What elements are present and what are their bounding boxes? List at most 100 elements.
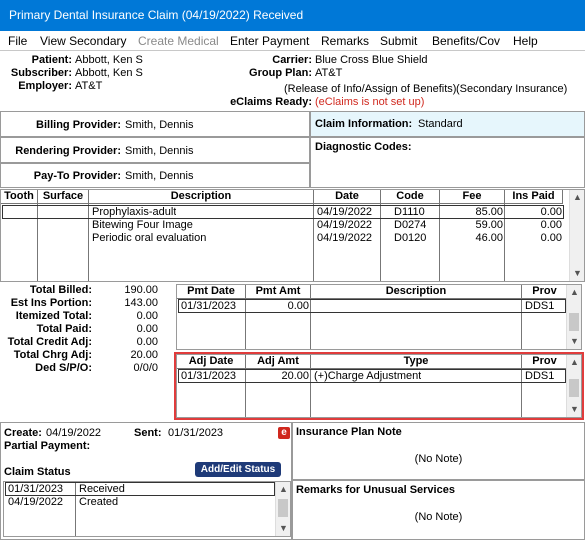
table-row[interactable] bbox=[2, 205, 564, 219]
eclaims-ready-label: eClaims Ready: bbox=[230, 96, 312, 108]
carrier-value: Blue Cross Blue Shield bbox=[315, 54, 428, 66]
insurance-plan-note-box: Insurance Plan Note (No Note) bbox=[292, 422, 585, 480]
menu-enter-payment[interactable]: Enter Payment bbox=[230, 34, 310, 48]
col-header-adj-date[interactable]: Adj Date bbox=[177, 355, 246, 369]
col-header-date[interactable]: Date bbox=[314, 190, 381, 204]
menu-submit[interactable]: Submit bbox=[380, 34, 418, 48]
itemized-total-label: Itemized Total: bbox=[15, 310, 92, 322]
scroll-thumb[interactable] bbox=[569, 379, 579, 397]
scroll-thumb[interactable] bbox=[278, 499, 288, 517]
billing-provider-value: Smith, Dennis bbox=[125, 119, 194, 131]
col-header-code[interactable]: Code bbox=[381, 190, 440, 204]
procedure-code: D0274 bbox=[394, 219, 427, 231]
procedure-ins-paid: 0.00 bbox=[540, 206, 562, 218]
col-header-pmt-amt[interactable]: Pmt Amt bbox=[246, 285, 311, 299]
procedure-date: 04/19/2022 bbox=[317, 206, 373, 218]
menu-benefits-cov[interactable]: Benefits/Cov bbox=[432, 34, 501, 48]
adjustment-prov: DDS1 bbox=[525, 370, 555, 382]
col-header-fee[interactable]: Fee bbox=[440, 190, 505, 204]
status-scrollbar[interactable]: ▲ ▼ bbox=[275, 482, 290, 536]
total-chrg-adj-label: Total Chrg Adj: bbox=[13, 349, 92, 361]
table-row[interactable] bbox=[178, 299, 566, 313]
col-header-pmt-description[interactable]: Description bbox=[311, 285, 522, 299]
remarks-unusual-services-label: Remarks for Unusual Services bbox=[296, 484, 455, 496]
col-header-pmt-date[interactable]: Pmt Date bbox=[177, 285, 246, 299]
scroll-up-icon[interactable]: ▲ bbox=[279, 484, 288, 494]
window-title: Primary Dental Insurance Claim (04/19/20… bbox=[0, 0, 585, 31]
total-chrg-adj-value: 20.00 bbox=[130, 349, 158, 361]
diagnostic-codes-label: Diagnostic Codes: bbox=[315, 141, 412, 153]
scroll-down-icon[interactable]: ▼ bbox=[570, 404, 579, 414]
claim-status-label: Claim Status bbox=[4, 466, 71, 478]
insurance-plan-note-value: (No Note) bbox=[414, 453, 463, 465]
adjustments-grid[interactable]: Adj Date Adj Amt Type Prov 01/31/2023 20… bbox=[176, 354, 582, 418]
menu-help[interactable]: Help bbox=[513, 34, 538, 48]
group-plan-value: AT&T bbox=[315, 67, 343, 79]
col-header-tooth[interactable]: Tooth bbox=[1, 190, 38, 204]
patient-label: Patient: bbox=[31, 54, 72, 66]
billing-provider-label: Billing Provider: bbox=[36, 119, 121, 131]
procedures-grid[interactable]: Tooth Surface Description Date Code Fee … bbox=[0, 189, 585, 282]
payments-scrollbar[interactable]: ▲ ▼ bbox=[566, 285, 581, 349]
menu-remarks[interactable]: Remarks bbox=[321, 34, 370, 48]
menu-file[interactable]: File bbox=[8, 34, 28, 48]
table-row[interactable] bbox=[178, 369, 566, 383]
col-header-pmt-prov[interactable]: Prov bbox=[522, 285, 568, 299]
adjustments-scrollbar[interactable]: ▲ ▼ bbox=[566, 355, 581, 417]
secondary-insurance-text: (Secondary Insurance) bbox=[456, 83, 568, 95]
group-plan-label: Group Plan: bbox=[249, 67, 312, 79]
payto-provider-box: Pay-To Provider: Smith, Dennis bbox=[0, 163, 310, 188]
claim-status-list[interactable]: 01/31/2023 Received 04/19/2022 Created ▲… bbox=[3, 481, 291, 537]
create-label: Create: bbox=[4, 427, 42, 439]
subscriber-label: Subscriber: bbox=[10, 67, 72, 79]
procedure-description: Prophylaxis-adult bbox=[92, 206, 177, 218]
procedure-description: Bitewing Four Image bbox=[92, 219, 193, 231]
add-edit-status-button[interactable]: Add/Edit Status bbox=[195, 462, 281, 477]
employer-value: AT&T bbox=[75, 80, 103, 92]
menu-create-medical[interactable]: Create Medical bbox=[138, 34, 219, 48]
scroll-thumb[interactable] bbox=[569, 313, 579, 331]
subscriber-value: Abbott, Ken S bbox=[75, 67, 143, 79]
table-row[interactable] bbox=[5, 482, 275, 496]
total-paid-value: 0.00 bbox=[136, 323, 158, 335]
carrier-label: Carrier: bbox=[272, 54, 312, 66]
procedure-fee: 85.00 bbox=[475, 206, 503, 218]
payto-provider-value: Smith, Dennis bbox=[125, 170, 194, 182]
claim-information-value: Standard bbox=[418, 118, 463, 130]
menu-bar: File View Secondary Create Medical Enter… bbox=[0, 31, 585, 51]
insurance-plan-note-label: Insurance Plan Note bbox=[296, 426, 402, 438]
col-header-adj-amt[interactable]: Adj Amt bbox=[246, 355, 311, 369]
payment-amount: 0.00 bbox=[287, 300, 309, 312]
col-header-ins-paid[interactable]: Ins Paid bbox=[505, 190, 563, 204]
menu-view-secondary[interactable]: View Secondary bbox=[40, 34, 127, 48]
scroll-up-icon[interactable]: ▲ bbox=[570, 357, 579, 367]
procedures-scrollbar[interactable]: ▲ ▼ bbox=[569, 190, 584, 281]
total-billed-value: 190.00 bbox=[124, 284, 158, 296]
payment-prov: DDS1 bbox=[525, 300, 555, 312]
payment-date: 01/31/2023 bbox=[181, 300, 237, 312]
scroll-up-icon[interactable]: ▲ bbox=[573, 192, 582, 202]
sent-label: Sent: bbox=[134, 427, 162, 439]
col-header-adj-type[interactable]: Type bbox=[311, 355, 522, 369]
procedure-fee: 59.00 bbox=[475, 219, 503, 231]
patient-value: Abbott, Ken S bbox=[75, 54, 143, 66]
adjustments-highlight: Adj Date Adj Amt Type Prov 01/31/2023 20… bbox=[174, 352, 584, 420]
procedure-date: 04/19/2022 bbox=[317, 219, 373, 231]
claim-information-box[interactable]: Claim Information: Standard bbox=[310, 111, 585, 137]
col-header-description[interactable]: Description bbox=[89, 190, 314, 204]
scroll-down-icon[interactable]: ▼ bbox=[570, 336, 579, 346]
status-date: 04/19/2022 bbox=[8, 496, 64, 508]
col-header-surface[interactable]: Surface bbox=[38, 190, 89, 204]
scroll-up-icon[interactable]: ▲ bbox=[570, 287, 579, 297]
scroll-down-icon[interactable]: ▼ bbox=[279, 523, 288, 533]
eclaim-icon[interactable]: e bbox=[278, 427, 290, 439]
itemized-total-value: 0.00 bbox=[136, 310, 158, 322]
payments-grid[interactable]: Pmt Date Pmt Amt Description Prov 01/31/… bbox=[176, 284, 582, 350]
status-value: Created bbox=[79, 496, 119, 508]
remarks-unusual-services-box: Remarks for Unusual Services (No Note) bbox=[292, 480, 585, 540]
scroll-down-icon[interactable]: ▼ bbox=[573, 268, 582, 278]
rendering-provider-box: Rendering Provider: Smith, Dennis bbox=[0, 137, 310, 163]
diagnostic-codes-box: Diagnostic Codes: bbox=[310, 137, 585, 188]
total-billed-label: Total Billed: bbox=[29, 284, 92, 296]
col-header-adj-prov[interactable]: Prov bbox=[522, 355, 568, 369]
